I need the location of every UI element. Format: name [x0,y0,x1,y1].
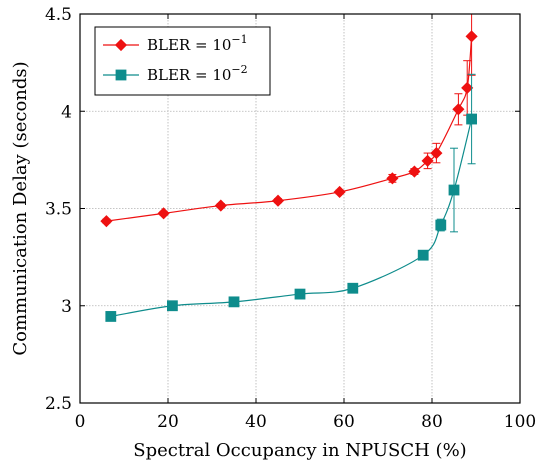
series-1-point [421,154,434,167]
y-tick-label: 4.5 [45,5,72,25]
x-tick-label: 100 [504,412,536,432]
legend-box [94,26,271,96]
legend-swatch-marker [115,69,127,81]
axis-ticks: 0 20 40 60 80 100 2.5 3 3.5 4 4.5 [45,5,536,432]
y-tick-label: 2.5 [45,394,72,414]
series-1-point [430,147,443,160]
y-axis-title: Communication Delay (seconds) [10,61,31,355]
series-group [100,14,478,322]
x-tick-label: 20 [157,412,179,432]
series-2-point [466,113,478,125]
legend-entry-1: BLER = 10−1 [103,33,248,54]
series-1-point [386,172,399,185]
legend-label: BLER = 10−1 [147,33,248,54]
x-tick-label: 60 [333,412,355,432]
series-1-point [100,215,113,228]
y-tick-label: 4 [61,102,72,122]
series-2-point [105,311,117,322]
x-tick-label: 0 [75,412,86,432]
series-2 [105,73,478,322]
y-tick-label: 3.5 [45,200,72,220]
series-2-point [448,184,460,196]
legend-label: BLER = 10−2 [147,63,248,84]
x-axis-title: Spectral Occupancy in NPUSCH (%) [133,440,466,461]
legend-entry-2: BLER = 10−2 [103,63,248,84]
series-1-point [157,207,170,220]
legend-swatch-marker [114,38,128,52]
y-tick-label: 3 [61,297,72,317]
x-tick-label: 40 [245,412,267,432]
series-1-point [333,185,346,199]
series-1-point [452,103,465,116]
series-1-point [461,81,474,94]
series-2-point [347,282,359,294]
series-1-point [214,199,227,212]
legend: BLER = 10−1 BLER = 10−2 [94,26,271,96]
series-1 [100,14,478,228]
series-1-point [271,194,285,207]
series-1-point [465,30,478,43]
series-1-point [408,165,421,178]
series-2-point [294,288,306,300]
series-2-point [417,249,429,261]
series-2-point [166,300,178,312]
x-tick-label: 80 [421,412,443,432]
grid-lines [80,14,520,403]
series-2-point [435,219,447,231]
series-2-point [228,296,240,308]
